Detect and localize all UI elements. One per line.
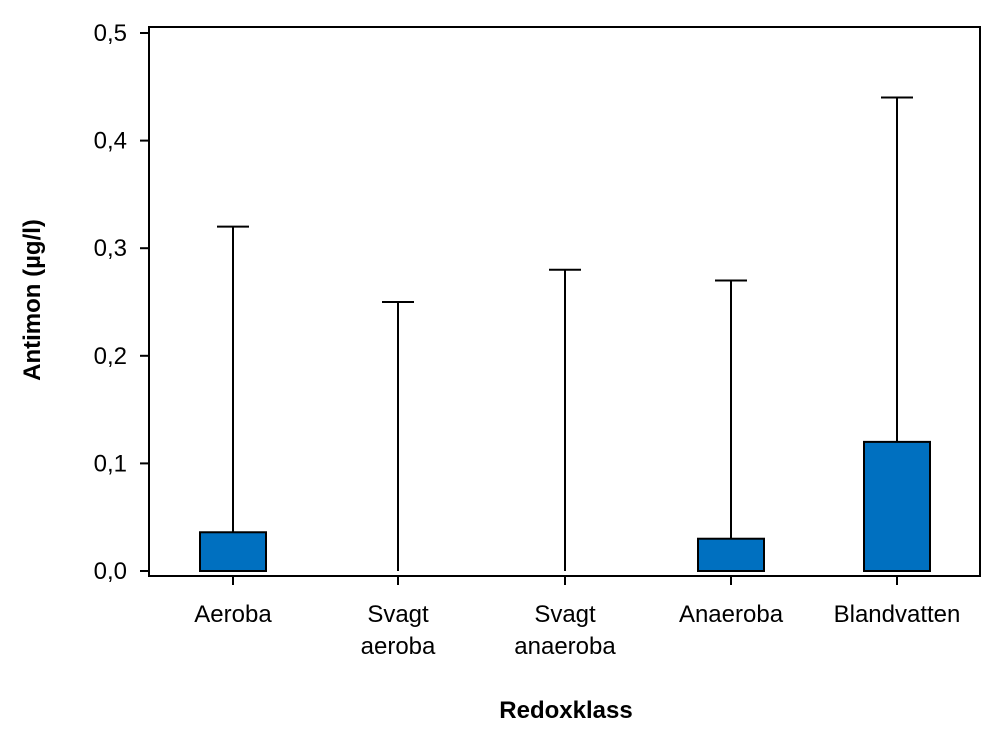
- x-axis-title: Redoxklass: [499, 697, 632, 724]
- y-axis-title: Antimon (µg/l): [19, 219, 46, 381]
- x-category-label: Svagt aeroba: [361, 601, 436, 660]
- x-category-label: Blandvatten: [834, 601, 961, 628]
- y-tick-label: 0,4: [94, 128, 127, 155]
- y-tick-label: 0,3: [94, 235, 127, 262]
- bar: [199, 531, 267, 572]
- y-tick-label: 0,0: [94, 558, 127, 585]
- x-category-label: Svagt anaeroba: [514, 601, 616, 660]
- y-tick-label: 0,2: [94, 343, 127, 370]
- y-tick-label: 0,1: [94, 450, 127, 477]
- x-category-label: Anaeroba: [679, 601, 784, 628]
- bar: [697, 537, 765, 572]
- x-category-label: Aeroba: [194, 601, 272, 628]
- y-tick-label: 0,5: [94, 20, 127, 47]
- bar: [863, 440, 931, 572]
